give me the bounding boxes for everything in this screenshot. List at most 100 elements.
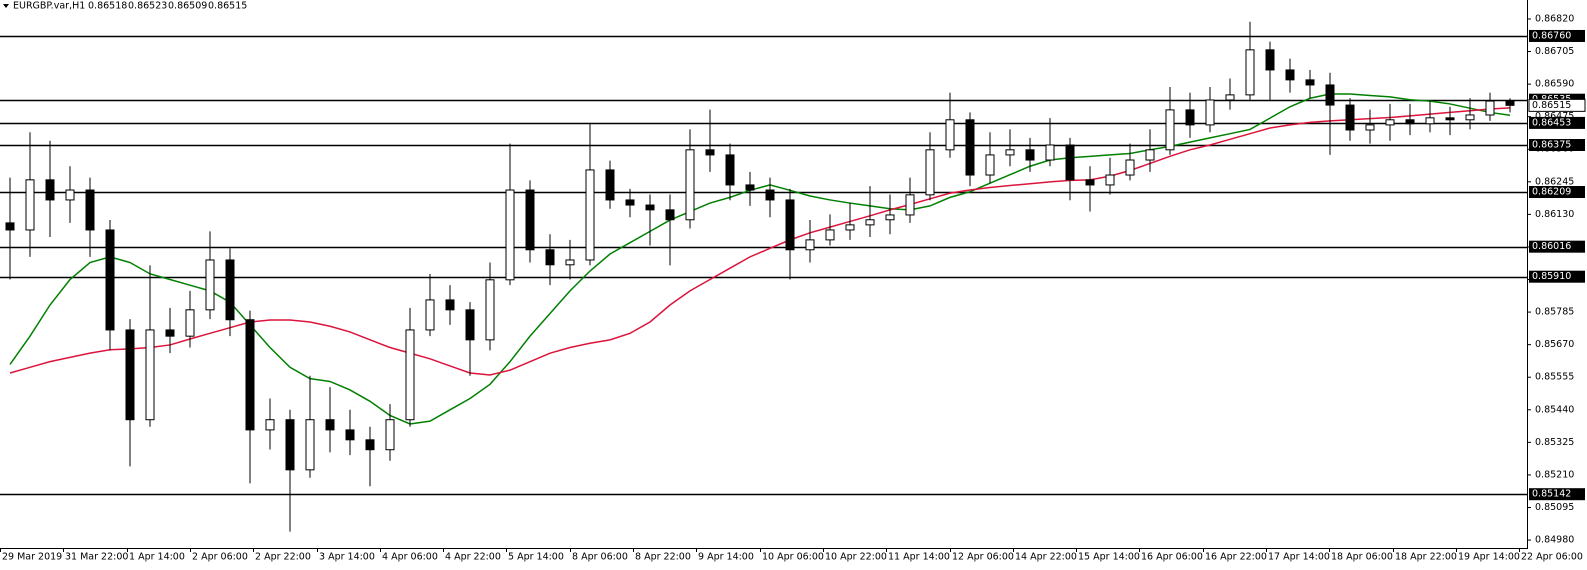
y-tick-label: 0.85440 <box>1535 404 1574 415</box>
y-tick-label: 0.86705 <box>1535 46 1574 57</box>
y-tick-label: 0.86475 <box>1535 111 1574 122</box>
x-tick-label: 11 Apr 14:00 <box>888 552 950 563</box>
candle-body <box>785 199 795 251</box>
candle-body <box>1325 84 1335 106</box>
y-tick-label: 0.85670 <box>1535 339 1574 350</box>
candle-body <box>1205 99 1215 126</box>
x-tick-label: 22 Apr 06:00 <box>1521 552 1583 563</box>
candle-body <box>1025 149 1035 161</box>
candle-body <box>1485 100 1495 116</box>
candle-body <box>205 259 215 311</box>
candle-body <box>965 119 975 176</box>
x-tick-label: 18 Apr 06:00 <box>1331 552 1393 563</box>
candle-body <box>505 189 515 281</box>
candle-body <box>1045 144 1055 161</box>
level-label: 0.85142 <box>1532 489 1571 500</box>
candle-body <box>745 184 755 191</box>
candle-body <box>985 154 995 176</box>
candle-body <box>1125 159 1135 176</box>
candle-body <box>225 259 235 321</box>
candle-body <box>1185 109 1195 126</box>
level-label-box <box>1529 186 1585 199</box>
candle-body <box>1285 69 1295 81</box>
candle-body <box>5 222 15 231</box>
x-tick-label: 3 Apr 14:00 <box>319 552 375 563</box>
candle-body <box>185 309 195 337</box>
candle-body <box>145 329 155 421</box>
candle-body <box>1005 149 1015 156</box>
moving-average <box>9 107 1511 376</box>
level-label: 0.86209 <box>1532 187 1571 198</box>
candle-body <box>1065 144 1075 181</box>
quote-value: 0.86515 <box>208 1 247 12</box>
candle-body <box>725 154 735 186</box>
y-tick-label: 0.86245 <box>1535 176 1574 187</box>
candle-body <box>425 299 435 331</box>
candle-body <box>865 219 875 226</box>
candle-body <box>545 249 555 266</box>
candle-body <box>1165 109 1175 151</box>
candle-body <box>325 419 335 431</box>
candle-body <box>265 419 275 431</box>
y-tick-label: 0.85785 <box>1535 307 1574 318</box>
candle-body <box>565 259 575 266</box>
candle-body <box>1405 119 1415 125</box>
candle-body <box>1085 179 1095 186</box>
x-tick-label: 1 Apr 14:00 <box>129 552 185 563</box>
x-tick-label: 10 Apr 22:00 <box>825 552 887 563</box>
candle-body <box>845 224 855 231</box>
level-label-box <box>1529 29 1585 42</box>
y-tick-label: 0.85210 <box>1535 469 1574 480</box>
symbol: EURGBP.var,H1 <box>13 1 85 12</box>
x-tick-label: 29 Mar 2019 <box>2 552 62 563</box>
candle-body <box>305 419 315 471</box>
candle-body <box>1305 79 1315 86</box>
x-tick-label: 10 Apr 06:00 <box>762 552 824 563</box>
candle-body <box>165 329 175 337</box>
x-tick-label: 15 Apr 14:00 <box>1078 552 1140 563</box>
x-tick-label: 2 Apr 22:00 <box>255 552 311 563</box>
candle-body <box>1345 104 1355 131</box>
level-label: 0.86375 <box>1532 140 1571 151</box>
candle-body <box>285 419 295 471</box>
candle-body <box>1365 124 1375 131</box>
level-label-box <box>1529 116 1585 129</box>
moving-average <box>9 93 1511 425</box>
candle-body <box>1465 114 1475 121</box>
x-tick-label: 8 Apr 06:00 <box>572 552 628 563</box>
x-tick-label: 2 Apr 06:00 <box>192 552 248 563</box>
x-tick-label: 9 Apr 14:00 <box>698 552 754 563</box>
candle-body <box>25 179 35 231</box>
level-label: 0.85910 <box>1532 271 1571 282</box>
candle-body <box>65 189 75 201</box>
x-tick-label: 16 Apr 22:00 <box>1205 552 1267 563</box>
candle-body <box>345 429 355 441</box>
level-label-box <box>1529 488 1585 501</box>
candle-body <box>405 329 415 421</box>
x-tick-label: 8 Apr 22:00 <box>635 552 691 563</box>
candle-body <box>1265 49 1275 71</box>
menu-arrow[interactable] <box>3 4 9 8</box>
y-tick-label: 0.85095 <box>1535 502 1574 513</box>
candle-body <box>645 204 655 211</box>
candle-body <box>585 169 595 261</box>
current-price-label: 0.86515 <box>1532 100 1571 111</box>
x-tick-label: 18 Apr 22:00 <box>1395 552 1457 563</box>
x-tick-label: 31 Mar 22:00 <box>65 552 128 563</box>
candle-body <box>605 169 615 201</box>
candle-body <box>1245 49 1255 96</box>
quote-value: 0.86523 <box>128 1 167 12</box>
candle-body <box>625 199 635 206</box>
candle-body <box>125 329 135 421</box>
candle-body <box>45 179 55 201</box>
candle-body <box>905 194 915 216</box>
level-label-box <box>1529 240 1585 253</box>
quote-value: 0.86509 <box>168 1 207 12</box>
candle-body <box>945 119 955 151</box>
x-tick-label: 17 Apr 14:00 <box>1268 552 1330 563</box>
level-label-box <box>1529 139 1585 152</box>
candle-body <box>665 209 675 221</box>
y-tick-label: 0.85555 <box>1535 372 1574 383</box>
